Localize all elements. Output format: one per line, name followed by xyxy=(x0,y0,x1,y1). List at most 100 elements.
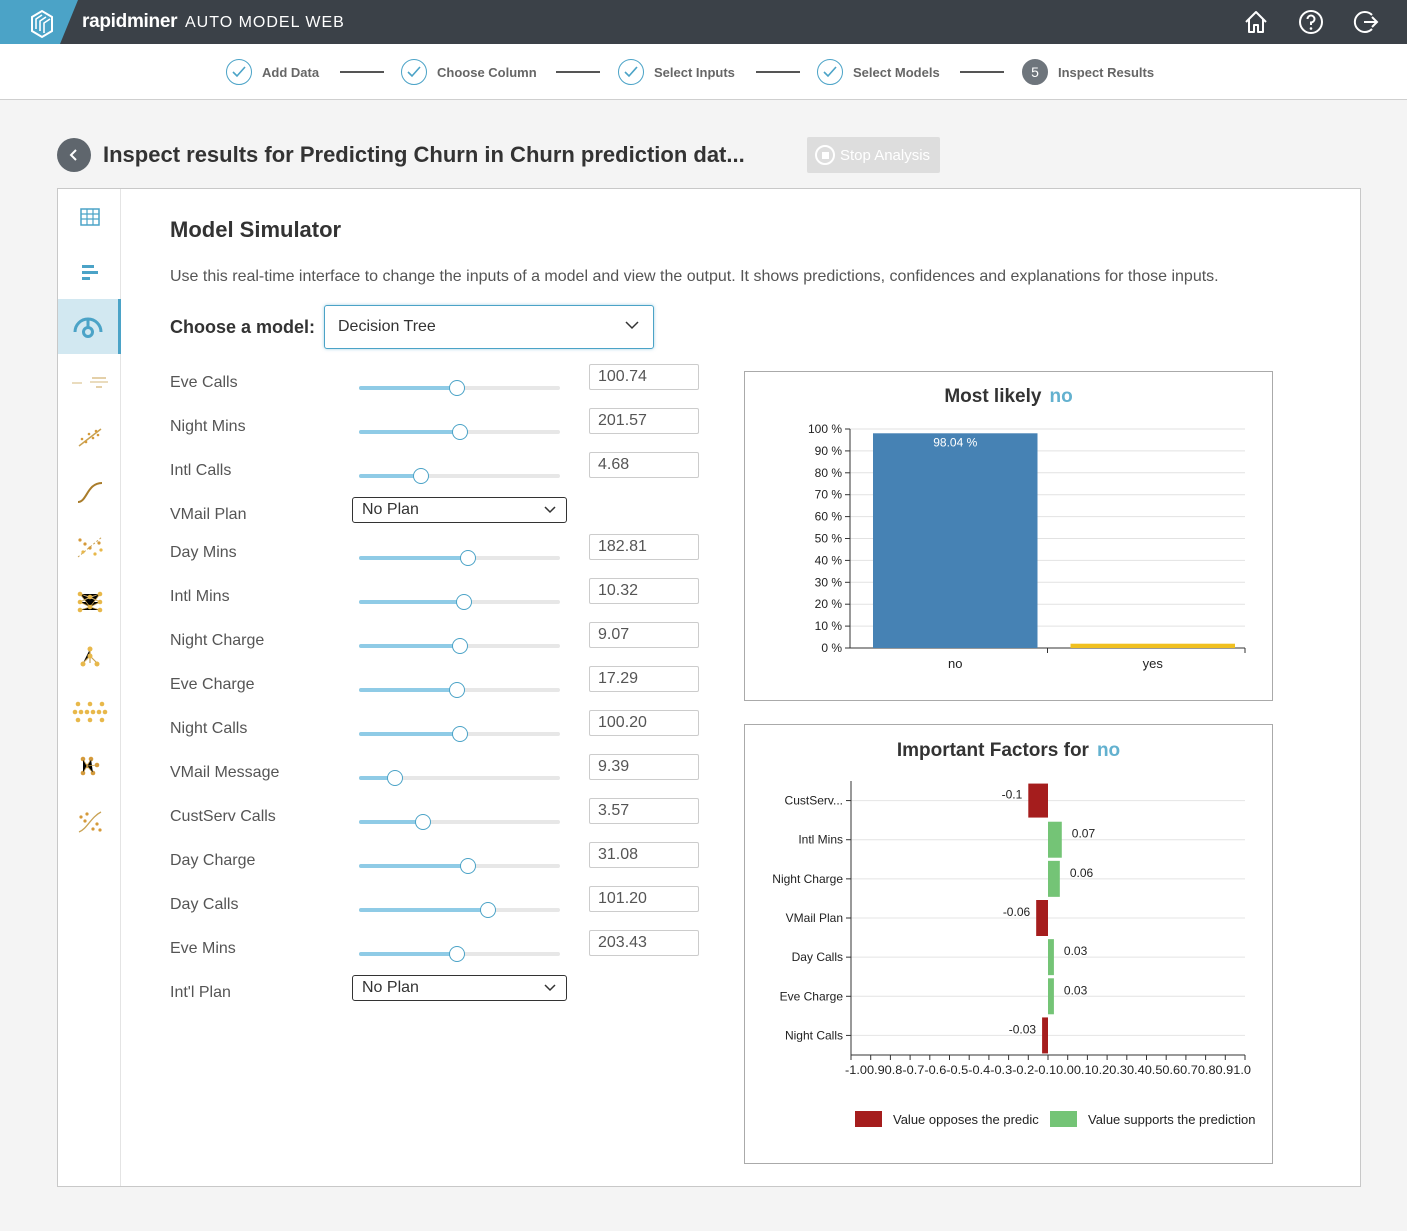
night-calls-slider[interactable] xyxy=(359,726,560,742)
eve-calls-value-input[interactable]: 100.74 xyxy=(589,364,699,390)
x-tick-label: yes xyxy=(1143,656,1164,671)
slider-thumb[interactable] xyxy=(479,902,496,918)
slider-fill xyxy=(359,820,424,824)
slider-thumb[interactable] xyxy=(449,380,466,396)
simulator-icon[interactable] xyxy=(58,299,121,354)
vmail-message-slider[interactable] xyxy=(359,770,560,786)
input-label: Intl Calls xyxy=(170,462,232,479)
home-icon[interactable] xyxy=(1243,9,1269,35)
input-row-night-mins: Night Mins 201.57 xyxy=(170,408,730,448)
factor-label: Eve Charge xyxy=(780,989,844,1003)
custserv-calls-value-input[interactable]: 3.57 xyxy=(589,798,699,824)
night-mins-value-input[interactable]: 201.57 xyxy=(589,408,699,434)
night-calls-value-input[interactable]: 100.20 xyxy=(589,710,699,736)
y-tick-label: 0 % xyxy=(821,641,842,655)
custserv-calls-slider[interactable] xyxy=(359,814,560,830)
eve-charge-slider[interactable] xyxy=(359,682,560,698)
logo-icon xyxy=(0,0,78,44)
factor-data-label: -0.03 xyxy=(1009,1022,1037,1036)
factor-label: VMail Plan xyxy=(786,911,843,925)
eve-calls-slider[interactable] xyxy=(359,380,560,396)
input-label: Day Charge xyxy=(170,852,256,869)
prediction-chart-title-value: no xyxy=(1049,386,1073,407)
wizard-step-inspect-results[interactable]: 5 Inspect Results xyxy=(1022,58,1154,86)
day-charge-slider[interactable] xyxy=(359,858,560,874)
brand-name: rapidminer xyxy=(82,11,178,32)
vmail-plan-select[interactable]: No Plan xyxy=(352,497,567,523)
slider-thumb[interactable] xyxy=(451,638,468,654)
factor-label: CustServ... xyxy=(785,794,843,808)
curve-icon[interactable] xyxy=(58,464,121,519)
day-mins-value-input[interactable]: 182.81 xyxy=(589,534,699,560)
slider-thumb[interactable] xyxy=(459,858,476,874)
scatter-line-icon[interactable] xyxy=(58,409,121,464)
eve-charge-value-input[interactable]: 17.29 xyxy=(589,666,699,692)
stop-analysis-button[interactable]: Stop Analysis xyxy=(807,137,940,173)
day-charge-value-input[interactable]: 31.08 xyxy=(589,842,699,868)
step-connector xyxy=(556,71,600,73)
slider-thumb[interactable] xyxy=(413,468,430,484)
prediction-bar-chart: 0 % 10 % 20 % 30 % 40 % 50 % 60 % 70 % 80 % 90 % 1… xyxy=(808,422,1246,671)
input-label: Night Mins xyxy=(170,418,246,435)
bar-list-icon[interactable] xyxy=(58,244,121,299)
factor-bar xyxy=(1042,1017,1048,1054)
wizard-step-select-inputs[interactable]: Select Inputs xyxy=(618,58,735,86)
slider-thumb[interactable] xyxy=(459,550,476,566)
side-navigation xyxy=(58,189,121,1186)
table-icon[interactable] xyxy=(58,189,121,244)
factor-data-label: 0.06 xyxy=(1070,866,1094,880)
boosted-tree-icon[interactable] xyxy=(58,739,121,794)
eve-mins-slider[interactable] xyxy=(359,946,560,962)
formula-icon[interactable] xyxy=(58,354,121,409)
intl-calls-slider[interactable] xyxy=(359,468,560,484)
day-calls-value-input[interactable]: 101.20 xyxy=(589,886,699,912)
scatter-dots-icon[interactable] xyxy=(58,519,121,574)
chevron-down-icon xyxy=(544,506,556,514)
model-select[interactable]: Decision Tree xyxy=(324,305,654,349)
input-row-vmail-message: VMail Message 9.39 xyxy=(170,754,730,794)
night-charge-slider[interactable] xyxy=(359,638,560,654)
slider-thumb[interactable] xyxy=(449,682,466,698)
wizard-step-label: Choose Column xyxy=(437,64,537,80)
slider-thumb[interactable] xyxy=(449,946,466,962)
slider-thumb[interactable] xyxy=(455,594,472,610)
intl-mins-slider[interactable] xyxy=(359,594,560,610)
top-bar: rapidminer AUTO MODEL WEB xyxy=(0,0,1407,44)
vmail-message-value-input[interactable]: 9.39 xyxy=(589,754,699,780)
forest-icon[interactable] xyxy=(58,684,121,739)
slider-thumb[interactable] xyxy=(451,424,468,440)
neural-net-icon[interactable] xyxy=(58,574,121,629)
night-charge-value-input[interactable]: 9.07 xyxy=(589,622,699,648)
factors-chart: Important Factors for no CustServ... Intl … xyxy=(744,724,1273,1164)
slider-thumb[interactable] xyxy=(387,770,404,786)
wizard-step-add-data[interactable]: Add Data xyxy=(226,58,319,86)
day-mins-slider[interactable] xyxy=(359,550,560,566)
input-row-eve-mins: Eve Mins 203.43 xyxy=(170,930,730,970)
slider-thumb[interactable] xyxy=(451,726,468,742)
slider-thumb[interactable] xyxy=(415,814,432,830)
int-l-plan-select[interactable]: No Plan xyxy=(352,975,567,1001)
tree-icon[interactable] xyxy=(58,629,121,684)
slider-fill xyxy=(359,732,460,736)
wizard-step-choose-column[interactable]: Choose Column xyxy=(401,58,537,86)
day-calls-slider[interactable] xyxy=(359,902,560,918)
input-row-day-mins: Day Mins 182.81 xyxy=(170,534,730,574)
slider-fill xyxy=(359,430,460,434)
check-icon xyxy=(817,59,843,85)
help-icon[interactable] xyxy=(1298,9,1324,35)
x-tick-labels: -1.00.90.8-0.7-0.6-0.5-0.4-0.3-0.2-0.10.… xyxy=(845,1063,1251,1077)
wizard-step-select-models[interactable]: Select Models xyxy=(817,58,940,86)
intl-calls-value-input[interactable]: 4.68 xyxy=(589,452,699,478)
night-mins-slider[interactable] xyxy=(359,424,560,440)
slider-fill xyxy=(359,864,468,868)
chevron-down-icon xyxy=(544,984,556,992)
input-label: Day Mins xyxy=(170,544,237,561)
back-button[interactable] xyxy=(57,138,91,172)
eve-mins-value-input[interactable]: 203.43 xyxy=(589,930,699,956)
input-label: Day Calls xyxy=(170,896,239,913)
intl-mins-value-input[interactable]: 10.32 xyxy=(589,578,699,604)
slider-fill xyxy=(359,952,458,956)
svm-icon[interactable] xyxy=(58,794,121,849)
logout-icon[interactable] xyxy=(1353,9,1379,35)
factors-bar-chart: CustServ... Intl Mins Night Charge VMail Pl… xyxy=(772,781,1255,1127)
